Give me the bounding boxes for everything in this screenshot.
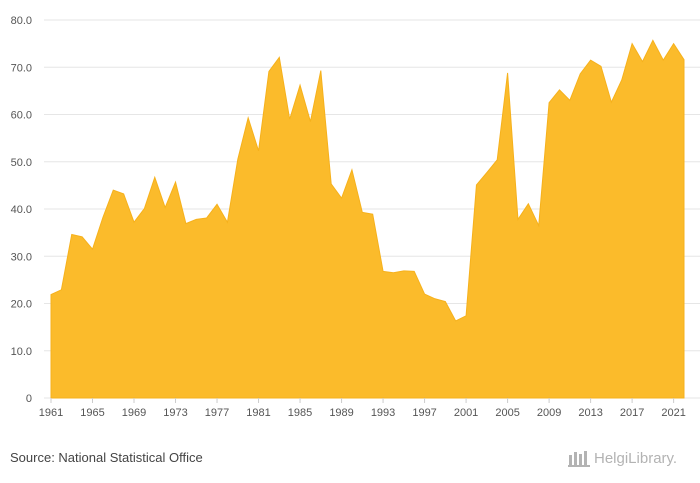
x-tick-label: 1993 xyxy=(371,407,395,419)
library-icon xyxy=(568,451,590,467)
logo-text: HelgiLibrary. xyxy=(594,449,678,467)
x-tick-label: 1981 xyxy=(246,407,270,419)
x-tick-label: 1961 xyxy=(39,407,63,419)
x-tick-label: 1997 xyxy=(412,407,436,419)
y-tick-label: 10.0 xyxy=(11,346,32,358)
area-layer xyxy=(50,39,685,399)
x-tick-label: 2001 xyxy=(454,407,478,419)
area-series[interactable] xyxy=(50,39,685,399)
y-tick-label: 40.0 xyxy=(11,204,32,216)
x-tick-label: 1973 xyxy=(163,407,187,419)
x-tick-label: 1969 xyxy=(122,407,146,419)
x-tick-label: 2021 xyxy=(661,407,685,419)
y-tick-label: 70.0 xyxy=(11,62,32,74)
helgi-library-logo[interactable]: HelgiLibrary. xyxy=(568,449,677,467)
x-tick-label: 1977 xyxy=(205,407,229,419)
y-axis: 0 10.0 20.0 30.0 40.0 50.0 60.0 70.0 80.0 xyxy=(11,15,32,405)
x-tick-label: 2013 xyxy=(578,407,602,419)
x-tick-label: 1965 xyxy=(80,407,104,419)
x-axis: 1961 1965 1969 1973 1977 1981 1985 1989 1993 1997… xyxy=(39,398,686,419)
y-tick-label: 30.0 xyxy=(11,251,32,263)
x-tick-label: 2005 xyxy=(495,407,519,419)
area-chart: 010.020.030.040.050.060.070.080.0 1961 19… xyxy=(11,15,700,419)
y-tick-label: 50.0 xyxy=(11,157,32,169)
y-tick-label: 20.0 xyxy=(11,299,32,311)
y-tick-label: 0 xyxy=(26,393,32,405)
x-tick-label: 2009 xyxy=(537,407,561,419)
y-tick-label: 60.0 xyxy=(11,110,32,122)
x-tick-label: 1985 xyxy=(288,407,312,419)
x-tick-label: 2017 xyxy=(620,407,644,419)
x-tick-label: 1989 xyxy=(329,407,353,419)
y-tick-label: 80.0 xyxy=(11,15,32,27)
source-note: Source: National Statistical Office xyxy=(10,450,203,465)
